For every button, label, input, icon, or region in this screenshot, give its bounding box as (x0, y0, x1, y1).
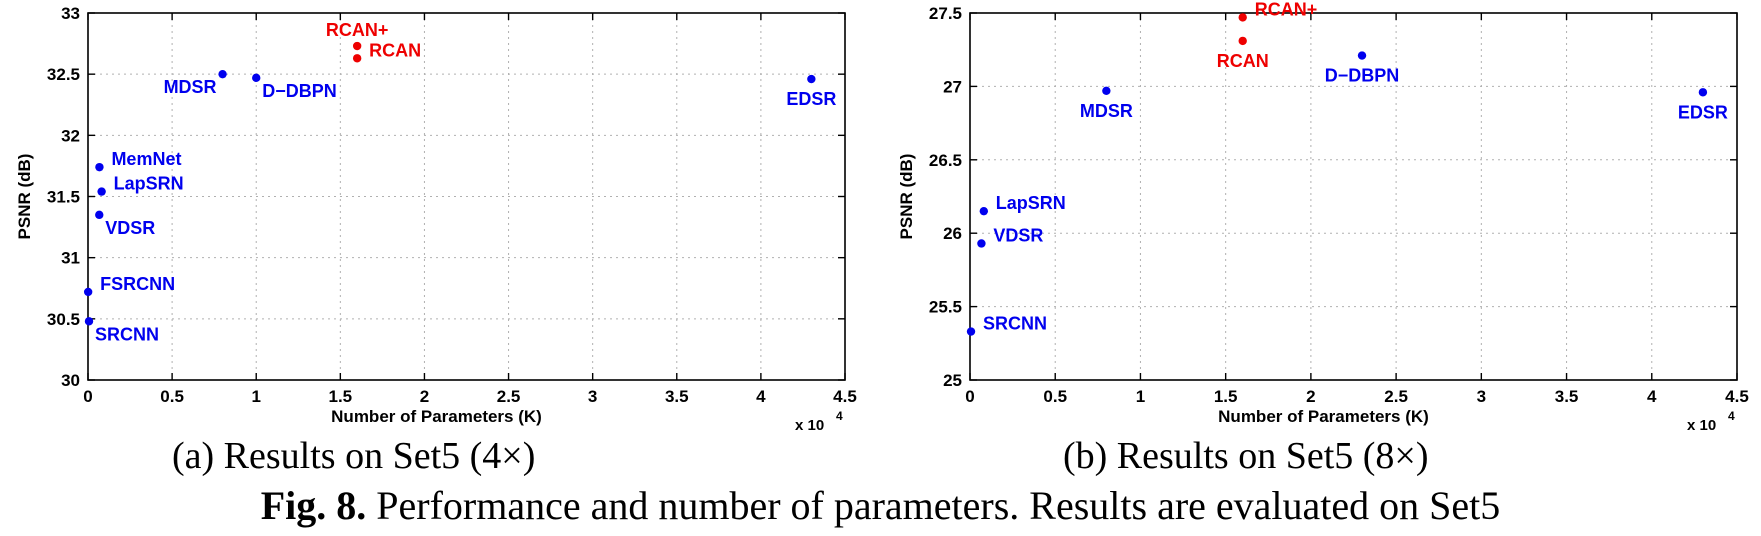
x-tick-label: 3.5 (1555, 387, 1579, 406)
point-vdsr (95, 210, 104, 220)
y-tick-label: 26.5 (929, 151, 962, 170)
x-tick-label: 4 (1647, 387, 1657, 406)
point-label-rcan: RCAN+ (326, 20, 389, 40)
subcaption-a: (a) Results on Set5 (4×) (172, 435, 536, 477)
point-label-vdsr: VDSR (993, 225, 1043, 245)
x-tick-label: 1.5 (329, 387, 353, 406)
point-rcan (352, 41, 362, 51)
y-tick-label: 26 (943, 224, 962, 243)
x-tick-label: 1.5 (1214, 387, 1238, 406)
point-lapsrn (97, 187, 106, 196)
chart-set5-4x: 0 0.5 1 1.5 2 2.5 3 3.5 4 4.5 30 30.5 31 31.5 32 32.5 33… (15, 4, 857, 434)
point-label-srcnn: SRCNN (95, 324, 159, 344)
x-multiplier-exponent: 4 (1728, 409, 1735, 423)
y-tick-label: 27.5 (929, 4, 962, 23)
point-mdsr (218, 69, 227, 79)
point-label-rcan: RCAN+ (1255, 0, 1318, 19)
x-tick-label: 3.5 (665, 387, 689, 406)
y-tick-label: 33 (61, 4, 80, 23)
point-edsr (1698, 88, 1708, 97)
x-tick-label: 4.5 (1725, 387, 1749, 406)
point-srcnn (966, 327, 976, 336)
x-axis-label: Number of Parameters (K) (331, 407, 542, 426)
y-tick-label: 32.5 (47, 65, 80, 84)
point-d-dbpn (252, 73, 261, 83)
point-label-d-dbpn: D−DBPN (262, 81, 337, 101)
chart-set5-8x: 0 0.5 1 1.5 2 2.5 3 3.5 4 4.5 25 25.5 26 26.5 27 27.5 Nu… (897, 0, 1749, 434)
point-label-edsr: EDSR (786, 89, 836, 109)
y-tick-label: 32 (61, 126, 80, 145)
subcaption-b: (b) Results on Set5 (8×) (1063, 435, 1429, 477)
point-label-lapsrn: LapSRN (114, 174, 184, 194)
y-axis-label: PSNR (dB) (897, 154, 916, 240)
point-edsr (807, 74, 816, 84)
point-label-mdsr: MDSR (164, 77, 217, 97)
figure-caption-label: Fig. 8. (260, 483, 367, 528)
x-tick-label: 0.5 (1043, 387, 1067, 406)
point-srcnn (84, 317, 94, 326)
y-tick-label: 25.5 (929, 298, 962, 317)
point-label-d-dbpn: D−DBPN (1325, 66, 1400, 86)
point-label-vdsr: VDSR (105, 218, 155, 238)
x-tick-label: 4.5 (833, 387, 857, 406)
y-tick-label: 31 (61, 249, 80, 268)
point-d-dbpn (1357, 51, 1367, 60)
point-vdsr (977, 239, 986, 248)
point-label-rcan: RCAN (369, 40, 421, 60)
point-rcan (1238, 13, 1247, 22)
figure-caption: Fig. 8. Performance and number of parame… (0, 482, 1761, 529)
x-tick-label: 3 (1477, 387, 1486, 406)
point-label-memnet: MemNet (111, 149, 181, 169)
x-tick-label: 2.5 (1384, 387, 1408, 406)
plot-frame (969, 12, 1738, 381)
x-axis-label: Number of Parameters (K) (1218, 407, 1429, 426)
x-tick-label: 1 (1136, 387, 1145, 406)
x-tick-label: 0 (965, 387, 974, 406)
y-tick-label: 31.5 (47, 188, 80, 207)
x-tick-label: 4 (756, 387, 766, 406)
x-multiplier-label: x 10 (795, 417, 824, 434)
point-label-srcnn: SRCNN (983, 314, 1047, 334)
x-multiplier-label: x 10 (1687, 417, 1716, 434)
figure-caption-text: Performance and number of parameters. Re… (366, 483, 1501, 528)
x-tick-label: 0 (83, 387, 92, 406)
y-tick-label: 30 (61, 371, 80, 390)
x-tick-label: 2 (1306, 387, 1315, 406)
point-label-lapsrn: LapSRN (996, 193, 1066, 213)
x-multiplier-exponent: 4 (836, 409, 843, 423)
point-mdsr (1102, 86, 1111, 96)
point-label-fsrcnn: FSRCNN (100, 274, 175, 294)
y-tick-label: 25 (943, 371, 962, 390)
x-tick-label: 2 (420, 387, 429, 406)
point-rcan (1238, 36, 1247, 46)
x-tick-label: 1 (251, 387, 260, 406)
point-fsrcnn (83, 287, 93, 297)
y-tick-label: 30.5 (47, 310, 80, 329)
y-tick-label: 27 (943, 77, 962, 96)
y-axis-label: PSNR (dB) (15, 154, 34, 240)
point-rcan (352, 54, 362, 63)
point-lapsrn (979, 206, 989, 216)
x-tick-label: 2.5 (497, 387, 521, 406)
x-tick-label: 0.5 (160, 387, 184, 406)
x-tick-label: 3 (588, 387, 597, 406)
point-label-rcan: RCAN (1217, 51, 1269, 71)
point-label-edsr: EDSR (1678, 102, 1728, 122)
point-memnet (95, 162, 104, 172)
point-label-mdsr: MDSR (1080, 101, 1133, 121)
